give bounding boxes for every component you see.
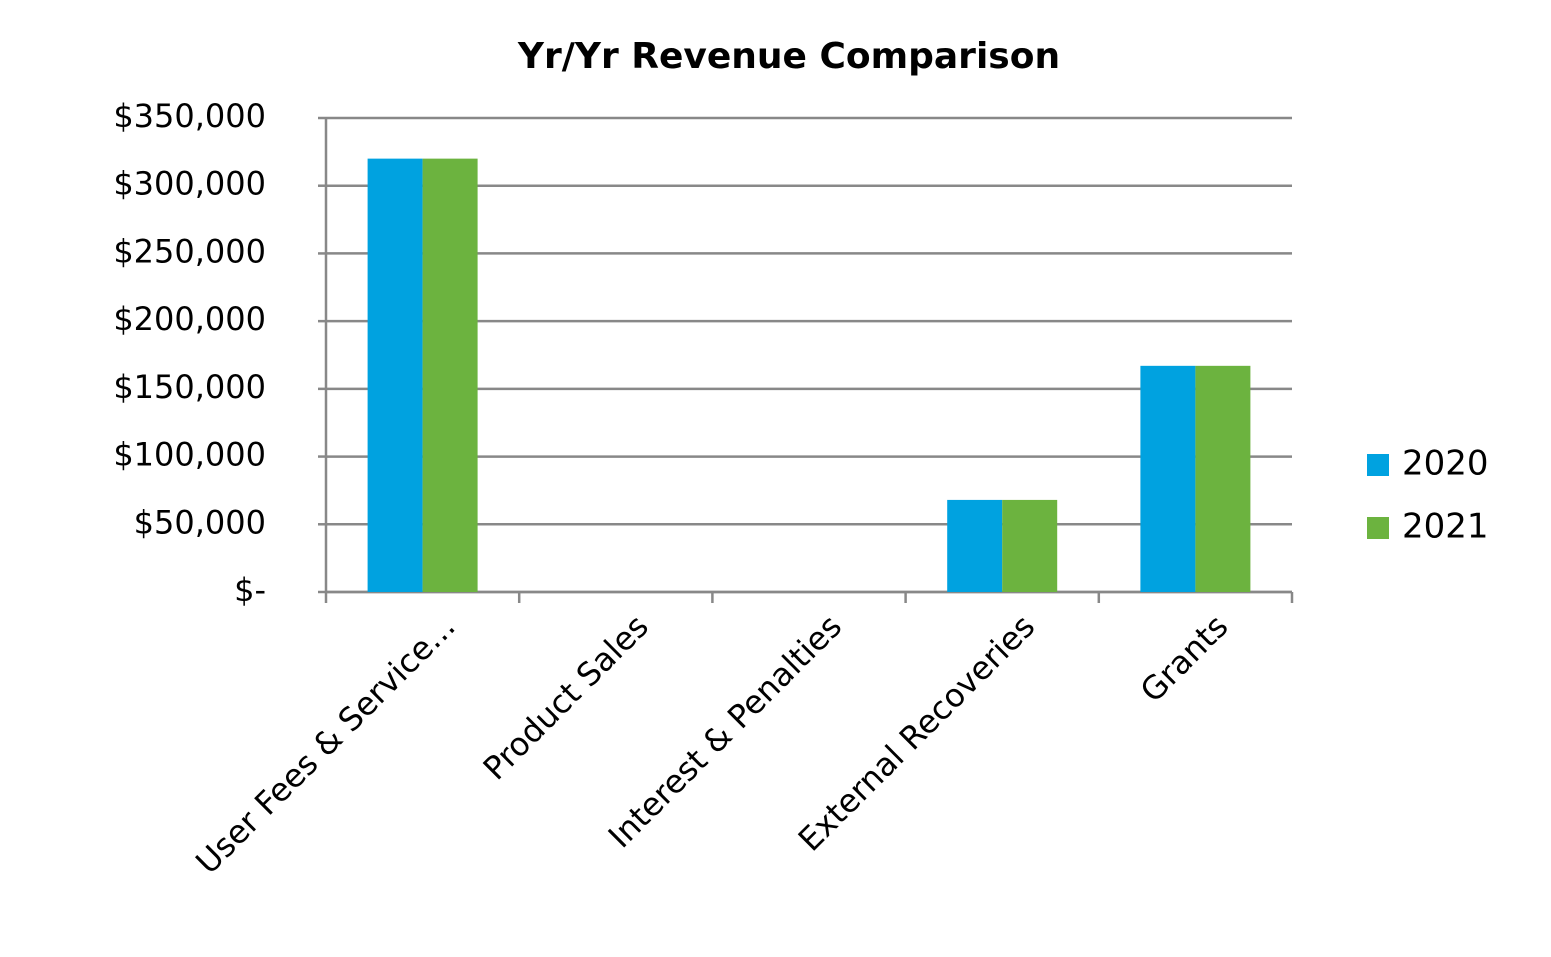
x-tick-label: User Fees & Service...	[188, 607, 462, 881]
legend-label: 2020	[1402, 444, 1489, 484]
bar	[422, 158, 478, 592]
y-tick-label: $300,000	[113, 165, 266, 203]
y-tick-label: $350,000	[113, 97, 266, 135]
legend-swatch	[1367, 517, 1389, 539]
legend-label: 2021	[1402, 507, 1489, 547]
y-tick-label: $250,000	[113, 232, 266, 270]
x-tick-label: Grants	[1133, 607, 1236, 710]
bar	[1195, 365, 1251, 592]
y-tick-label: $150,000	[113, 368, 266, 406]
bar	[1002, 499, 1058, 592]
x-tick-label: Product Sales	[476, 607, 656, 787]
y-tick-label: $100,000	[113, 436, 266, 474]
chart-title: Yr/Yr Revenue Comparison	[517, 36, 1060, 77]
y-tick-label: $-	[234, 571, 266, 609]
bar	[1140, 365, 1196, 592]
bar	[947, 499, 1003, 592]
legend-swatch	[1367, 454, 1389, 476]
y-tick-label: $50,000	[134, 503, 266, 541]
bar	[367, 158, 423, 592]
y-tick-label: $200,000	[113, 300, 266, 338]
